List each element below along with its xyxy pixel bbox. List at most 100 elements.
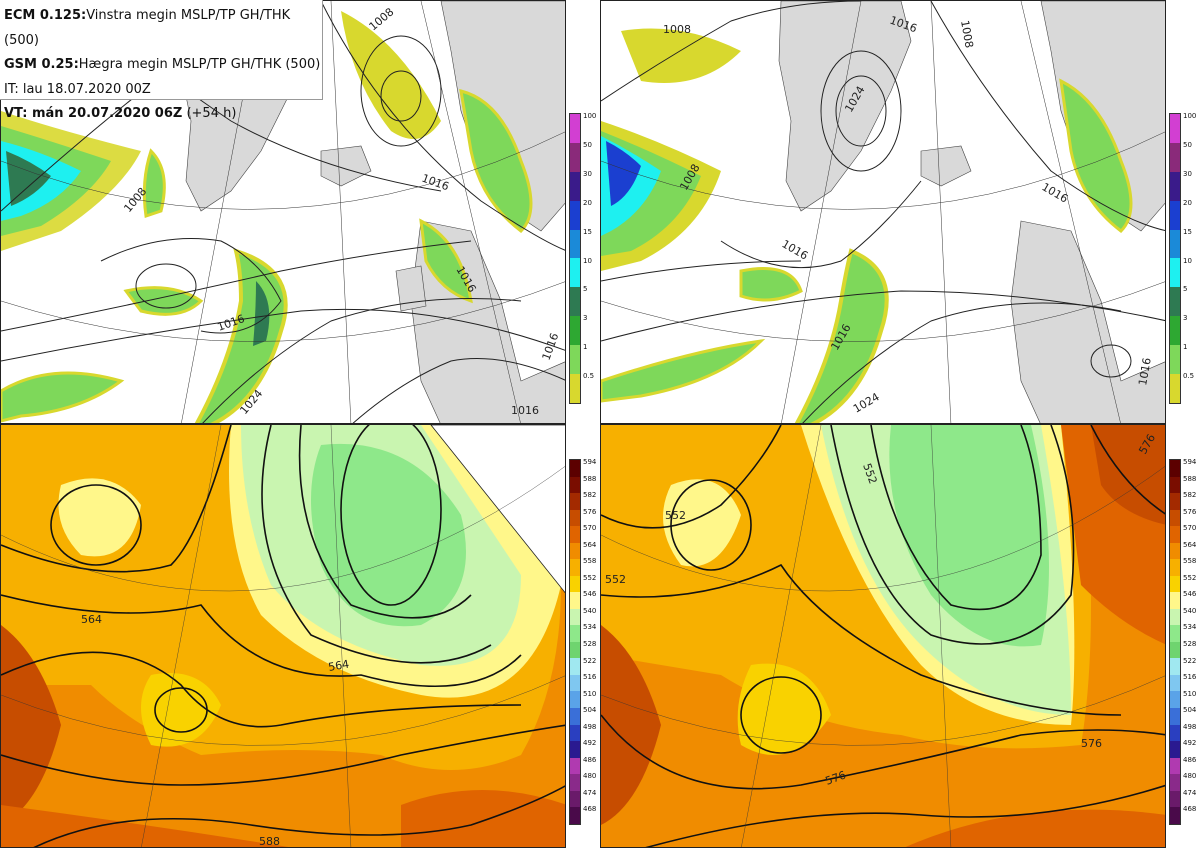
thickness-colorbar-label: 546 [583,590,597,599]
thickness-colorbar-label: 474 [1183,788,1197,797]
thickness-colorbar-swatch [1170,757,1180,775]
thickness-colorbar-label: 594 [583,458,597,466]
thickness-colorbar-label: 564 [1183,540,1197,549]
thickness-colorbar-swatch [1170,509,1180,527]
precip-colorbar-left [569,113,581,404]
thickness-colorbar-swatch [1170,790,1180,808]
precip-colorbar-label: 0.5 [583,372,595,381]
thickness-colorbar-swatch [570,691,580,708]
thickness-colorbar-swatch [570,526,580,543]
thickness-colorbar-swatch [1170,559,1180,576]
precip-colorbar-label: 15 [1183,227,1192,236]
thickness-colorbar-swatch [570,674,580,692]
thickness-colorbar-left [569,459,581,825]
precip-colorbar-label: 15 [583,227,592,236]
gsm-thickness-map: 552 552 552 576 576 576 [601,425,1165,847]
precip-colorbar-label: 50 [1183,140,1192,149]
thickness-label: 564 [327,658,350,674]
thickness-colorbar-label: 582 [1183,491,1197,500]
thickness-colorbar-swatch [1170,774,1180,791]
isobar-label: 1016 [780,237,811,262]
precip-colorbar-swatch [1170,258,1180,288]
precip-colorbar-label: 0.5 [1183,372,1195,381]
precip-colorbar-label: 3 [583,314,588,323]
thickness-colorbar-swatch [570,460,580,477]
thickness-colorbar-swatch [570,790,580,808]
gsm-mslp-panel: 1008 1016 1024 1008 1008 1016 1016 1024 … [600,0,1166,424]
thickness-colorbar-label: 498 [583,722,597,731]
precip-colorbar-label: 1 [1183,343,1188,352]
thickness-colorbar-label: 480 [1183,772,1197,781]
precip-colorbar-labels-right: 100 50 30 20 15 10 5 3 1 0.5 [1183,113,1199,404]
init-time: IT: lau 18.07.2020 00Z [4,81,151,97]
thickness-colorbar-label: 576 [1183,507,1197,516]
thickness-colorbar-swatch [1170,460,1180,477]
thickness-colorbar-swatch [1170,807,1180,824]
precip-colorbar-swatch [1170,229,1180,259]
valid-time: VT: mán 20.07.2020 06Z [4,106,183,121]
precip-colorbar-label: 30 [583,169,592,178]
thickness-colorbar-label: 510 [583,689,597,698]
thickness-colorbar-labels-right: 594 588 582 576 570 564 558 552 546 540 534 528 522 5… [1183,459,1199,825]
thickness-colorbar-swatch [1170,741,1180,758]
precip-colorbar-swatch [1170,316,1180,346]
gsm-mslp-map: 1008 1016 1024 1008 1008 1016 1016 1024 … [601,1,1165,423]
thickness-colorbar-label: 540 [1183,606,1197,615]
thickness-colorbar-label: 570 [583,524,597,533]
thickness-colorbar-swatch [1170,542,1180,560]
thickness-colorbar-label: 558 [583,557,597,566]
thickness-colorbar-label: 504 [583,706,597,715]
thickness-colorbar-swatch [570,724,580,742]
thickness-colorbar-label: 474 [583,788,597,797]
thickness-colorbar-swatch [1170,608,1180,626]
precip-colorbar-label: 10 [583,256,592,265]
ecm-thickness-panel: 564 564 588 [0,424,566,848]
thickness-colorbar-labels-left: 594 588 582 576 570 564 558 552 546 540 534 528 522 5… [583,459,599,825]
thickness-colorbar-swatch [570,757,580,775]
precip-colorbar-label: 50 [583,140,592,149]
precip-colorbar-swatch [570,229,580,259]
thickness-label: 564 [81,613,102,626]
thickness-label: 588 [259,835,280,848]
thickness-colorbar-swatch [570,476,580,494]
thickness-colorbar-label: 588 [583,474,597,483]
precip-colorbar-label: 100 [1183,112,1197,120]
thickness-colorbar-label: 492 [1183,739,1197,748]
isobar-label: 1016 [1040,180,1071,205]
precip-colorbar-swatch [570,258,580,288]
thickness-colorbar-label: 534 [1183,623,1197,632]
thickness-colorbar-label: 558 [1183,557,1197,566]
thickness-colorbar-label: 516 [1183,673,1197,682]
thickness-colorbar-label: 528 [1183,640,1197,648]
thickness-colorbar-swatch [570,509,580,527]
thickness-colorbar-label: 486 [1183,755,1197,764]
ecm-description: Vinstra megin MSLP/TP GH/THK (500) [4,8,291,48]
thickness-colorbar-label: 480 [583,772,597,781]
thickness-colorbar-swatch [1170,592,1180,609]
thickness-colorbar-label: 552 [1183,573,1197,582]
precip-colorbar-label: 10 [1183,256,1192,265]
precip-colorbar-swatch [1170,171,1180,201]
precip-colorbar-label: 100 [583,112,597,120]
thickness-colorbar-label: 528 [583,640,597,648]
thickness-colorbar-right [1169,459,1181,825]
thickness-colorbar-swatch [570,493,580,510]
thickness-colorbar-label: 468 [583,805,597,814]
thickness-colorbar-label: 570 [1183,524,1197,533]
precip-colorbar-swatch [570,287,580,317]
ecm-label: ECM 0.125: [4,8,87,23]
thickness-colorbar-swatch [570,559,580,576]
precip-colorbar-label: 20 [1183,198,1192,207]
thickness-colorbar-swatch [1170,526,1180,543]
thickness-label: 576 [1081,737,1102,750]
isobar-label: 1008 [663,23,691,36]
isobar-label: 1016 [511,404,539,417]
precip-colorbar-swatch [1170,287,1180,317]
precip-colorbar-swatch [570,142,580,172]
thickness-colorbar-swatch [1170,625,1180,642]
thickness-colorbar-label: 492 [583,739,597,748]
thickness-colorbar-label: 468 [1183,805,1197,814]
thickness-colorbar-swatch [1170,575,1180,593]
thickness-label: 552 [665,509,686,522]
precip-colorbar-swatch [1170,114,1180,143]
